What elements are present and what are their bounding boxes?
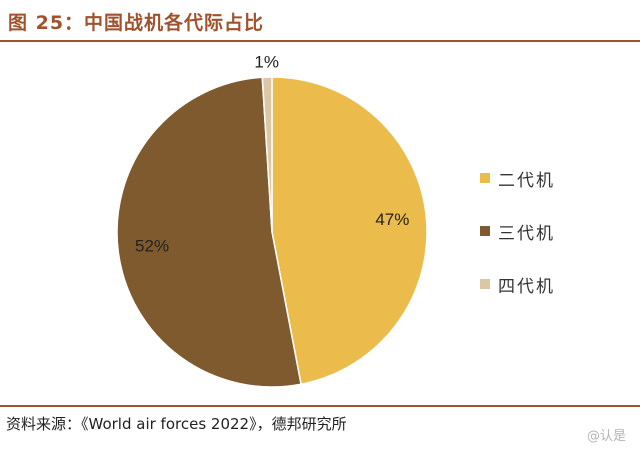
figure-title: 图 25：中国战机各代际占比 bbox=[8, 12, 265, 34]
legend-item-gen3: 三代机 bbox=[480, 218, 555, 244]
data-label-gen3: 52% bbox=[135, 237, 169, 256]
source-note: 资料来源：《World air forces 2022》，德邦研究所 bbox=[6, 415, 347, 433]
pie-slice-gen2 bbox=[271, 76, 428, 386]
watermark-text: @认是 bbox=[586, 429, 626, 444]
legend-swatch-gen4 bbox=[480, 279, 490, 289]
legend-label-gen3: 三代机 bbox=[498, 223, 555, 244]
legend-label-gen2: 二代机 bbox=[498, 170, 555, 191]
legend-swatch-gen2 bbox=[480, 173, 490, 183]
bottom-rule bbox=[0, 405, 640, 407]
pie-slices bbox=[116, 76, 428, 388]
pie-data-labels: 47% 52% 1% bbox=[135, 53, 409, 256]
legend-swatch-gen3 bbox=[480, 226, 490, 236]
data-label-gen2: 47% bbox=[375, 210, 409, 229]
pie-slice-gen4 bbox=[261, 76, 273, 233]
legend-item-gen2: 二代机 bbox=[480, 165, 555, 191]
legend-label-gen4: 四代机 bbox=[498, 276, 555, 297]
data-label-gen4: 1% bbox=[254, 53, 279, 72]
chart-legend: 二代机 三代机 四代机 bbox=[480, 165, 555, 324]
pie-slice-gen3 bbox=[116, 76, 302, 388]
legend-item-gen4: 四代机 bbox=[480, 271, 555, 297]
top-rule bbox=[0, 40, 640, 42]
